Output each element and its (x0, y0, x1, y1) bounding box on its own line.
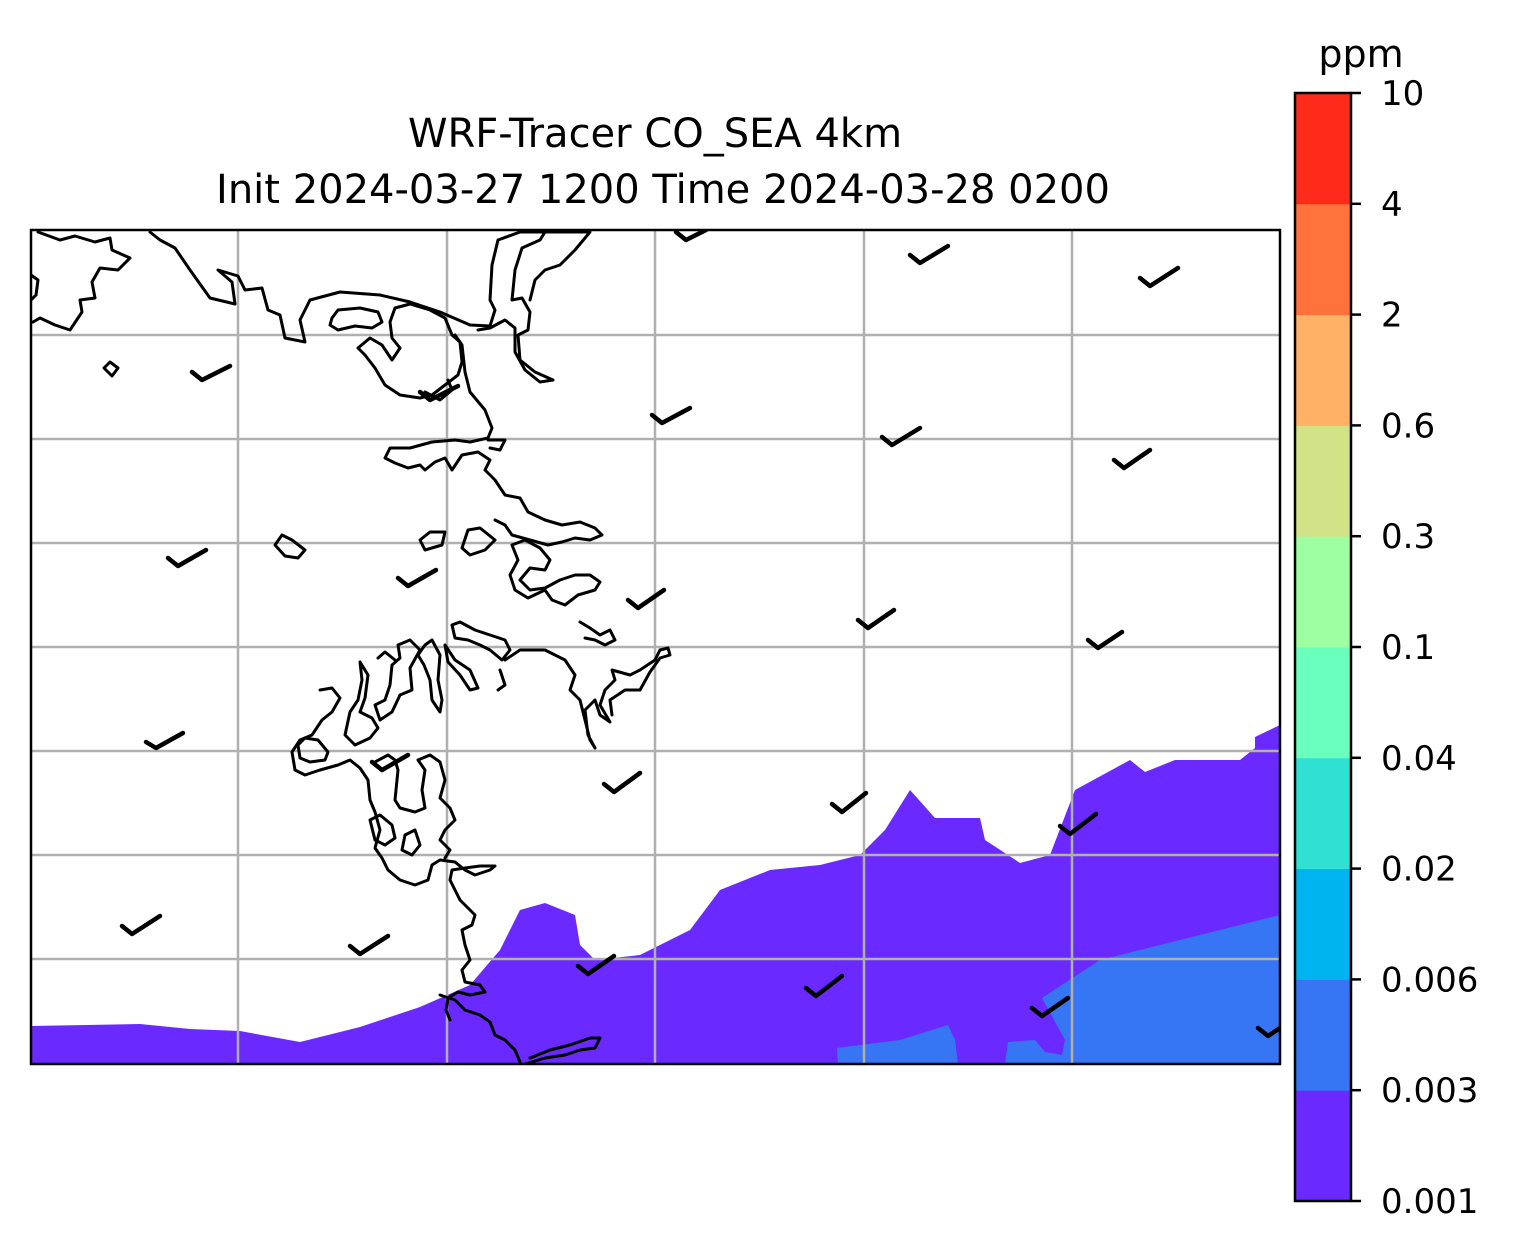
wind-barb (1255, 1025, 1280, 1039)
wind-barb (1085, 629, 1125, 651)
wind-barb (189, 363, 233, 383)
wind-barb (143, 730, 186, 751)
colorbar-segment (1295, 314, 1351, 426)
wind-barb (417, 383, 461, 403)
wind-barb (649, 405, 693, 426)
wind-barb (165, 547, 209, 569)
title-line-2: Init 2024-03-27 1200 Time 2024-03-28 020… (216, 167, 1110, 213)
colorbar-tick-label: 0.04 (1381, 739, 1457, 779)
colorbar-tick-label: 0.6 (1381, 406, 1435, 446)
colorbar-tick-label: 10 (1381, 74, 1424, 114)
coastlines (31, 230, 672, 1064)
wind-barb (347, 933, 391, 957)
colorbar-tick-label: 0.1 (1381, 628, 1435, 668)
wind-barb (395, 567, 439, 589)
colorbar-tick-label: 0.3 (1381, 517, 1435, 557)
wind-barb (1029, 995, 1071, 1019)
colorbar-segment (1295, 536, 1351, 648)
colorbar-segment (1295, 647, 1351, 759)
wind-barb (879, 425, 923, 448)
tracer-fill-0.001-0.003 (31, 725, 1280, 1064)
colorbar-segment (1295, 757, 1351, 870)
wind-barb (601, 770, 643, 795)
colorbar-tick-label: 0.006 (1381, 960, 1478, 1000)
wind-barb (855, 607, 897, 631)
wind-barb (1137, 265, 1181, 289)
colorbar-tick-label: 4 (1381, 185, 1403, 225)
wind-barb (119, 913, 163, 937)
wind-barb (673, 230, 709, 243)
gridlines (31, 230, 1280, 1064)
colorbar-ticks: 0.001 0.003 0.006 0.02 0.04 0.1 0.3 0.6 2 4 10 (1351, 74, 1478, 1222)
colorbar-tick-label: 0.001 (1381, 1182, 1478, 1222)
colorbar-segment (1295, 93, 1351, 205)
wind-barb (1057, 811, 1099, 837)
wind-barb (575, 953, 617, 977)
colorbar-segment (1295, 203, 1351, 316)
wind-barb (803, 973, 845, 999)
map-frame (29, 228, 1282, 1066)
colorbar-unit-label: ppm (1318, 32, 1403, 76)
tracer-fill-0.003-0.006 (837, 915, 1280, 1064)
wind-barbs (119, 230, 1280, 1039)
colorbar-segments (1295, 93, 1351, 1202)
colorbar-segment (1295, 979, 1351, 1091)
map-panel (31, 230, 1280, 1064)
title-line-1: WRF-Tracer CO_SEA 4km (408, 111, 902, 157)
colorbar: ppm 0.001 0.003 0.006 0.02 0.04 0.1 0.3 0.6 2 4 10 (1293, 32, 1478, 1222)
colorbar-tick-label: 2 (1381, 296, 1403, 336)
colorbar-segment (1295, 1090, 1351, 1202)
wind-barb (625, 587, 667, 611)
colorbar-segment (1295, 868, 1351, 980)
colorbar-tick-label: 0.02 (1381, 850, 1457, 890)
colorbar-tick-label: 0.003 (1381, 1071, 1478, 1111)
wind-barb (1111, 447, 1153, 471)
colorbar-segment (1295, 425, 1351, 537)
wind-barb (907, 243, 951, 266)
wind-barb (369, 752, 411, 773)
wind-barb (829, 790, 869, 815)
